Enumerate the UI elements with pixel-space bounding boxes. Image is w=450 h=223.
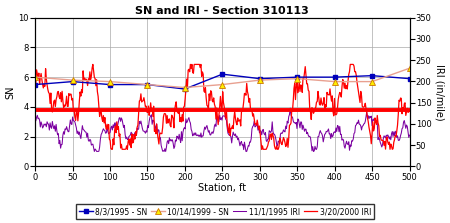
10/14/1999 - SN <box>145 83 150 86</box>
11/1/1995 IRI <box>32 117 38 120</box>
11/1/1995 IRI <box>256 125 261 128</box>
10/14/1999 - SN <box>70 79 75 81</box>
8/3/1995 - SN <box>369 74 375 77</box>
3/20/2000 IRI <box>109 148 114 151</box>
11/1/1995 IRI <box>407 134 412 136</box>
11/1/1995 IRI <box>399 127 405 130</box>
10/14/1999 - SN <box>182 86 188 89</box>
Y-axis label: SN: SN <box>5 85 16 99</box>
Line: 10/14/1999 - SN: 10/14/1999 - SN <box>32 65 413 91</box>
10/14/1999 - SN <box>257 79 262 81</box>
10/14/1999 - SN <box>294 77 300 80</box>
3/20/2000 IRI <box>212 103 217 105</box>
10/14/1999 - SN <box>332 80 338 83</box>
8/3/1995 - SN <box>407 77 412 80</box>
Legend: 8/3/1995 - SN, 10/14/1999 - SN, 11/1/1995 IRI, 3/20/2000 IRI: 8/3/1995 - SN, 10/14/1999 - SN, 11/1/199… <box>76 204 374 219</box>
Line: 3/20/2000 IRI: 3/20/2000 IRI <box>35 64 410 149</box>
11/1/1995 IRI <box>341 139 346 141</box>
11/1/1995 IRI <box>288 107 293 109</box>
Line: 11/1/1995 IRI: 11/1/1995 IRI <box>35 108 410 151</box>
3/20/2000 IRI <box>32 67 38 70</box>
3/20/2000 IRI <box>341 81 346 83</box>
X-axis label: Station, ft: Station, ft <box>198 183 247 193</box>
10/14/1999 - SN <box>220 83 225 86</box>
Y-axis label: IRI (in/mile): IRI (in/mile) <box>434 64 445 120</box>
8/3/1995 - SN <box>70 80 75 83</box>
3/20/2000 IRI <box>214 107 220 109</box>
10/14/1999 - SN <box>369 80 375 83</box>
3/20/2000 IRI <box>90 63 95 66</box>
10/14/1999 - SN <box>32 76 38 78</box>
11/1/1995 IRI <box>236 137 241 139</box>
Line: 8/3/1995 - SN: 8/3/1995 - SN <box>33 72 412 91</box>
3/20/2000 IRI <box>399 112 405 115</box>
3/20/2000 IRI <box>237 119 242 122</box>
3/20/2000 IRI <box>407 110 412 113</box>
8/3/1995 - SN <box>257 77 262 80</box>
10/14/1999 - SN <box>407 67 412 70</box>
8/3/1995 - SN <box>220 73 225 76</box>
11/1/1995 IRI <box>213 125 219 128</box>
8/3/1995 - SN <box>182 88 188 90</box>
8/3/1995 - SN <box>145 83 150 86</box>
10/14/1999 - SN <box>107 80 112 83</box>
Title: SN and IRI - Section 310113: SN and IRI - Section 310113 <box>135 6 309 16</box>
11/1/1995 IRI <box>92 150 97 153</box>
8/3/1995 - SN <box>332 76 338 78</box>
8/3/1995 - SN <box>294 76 300 78</box>
3/20/2000 IRI <box>257 125 262 127</box>
8/3/1995 - SN <box>32 83 38 86</box>
8/3/1995 - SN <box>107 83 112 86</box>
11/1/1995 IRI <box>211 130 216 132</box>
